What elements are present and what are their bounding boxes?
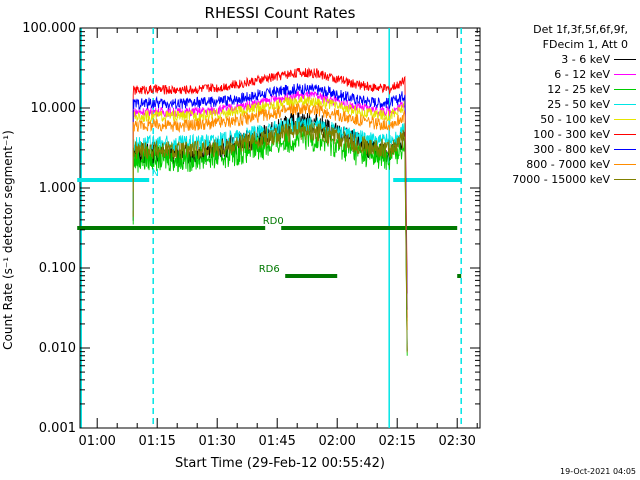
legend-swatch <box>614 89 636 90</box>
legend-swatch <box>614 104 636 105</box>
legend-header-line-1: Det 1f,3f,5f,6f,9f, <box>533 23 628 36</box>
legend-swatch <box>614 179 636 180</box>
x-tick-label: 01:15 <box>138 434 175 449</box>
legend-swatch <box>614 59 636 60</box>
legend-swatch <box>614 74 636 75</box>
x-tick-label: 02:15 <box>378 434 415 449</box>
x-tick-label: 01:00 <box>78 434 115 449</box>
series-line-2 <box>132 90 408 318</box>
legend-swatch <box>614 134 636 135</box>
series-group <box>132 67 408 356</box>
legend-entry: 12 - 25 keV <box>488 82 636 97</box>
y-axis: 100.000 10.000 1.000 0.100 0.010 0.001 <box>22 21 480 436</box>
legend-label: 800 - 7000 keV <box>526 158 610 171</box>
interval-label: N <box>151 168 158 179</box>
y-tick-label: 1.000 <box>39 181 76 196</box>
legend-label: 3 - 6 keV <box>561 53 610 66</box>
legend-swatch <box>614 119 636 120</box>
series-line-6 <box>132 67 408 294</box>
x-tick-label: 02:30 <box>438 434 475 449</box>
y-tick-label: 100.000 <box>22 21 76 36</box>
legend-swatch <box>614 164 636 165</box>
legend-entry: 300 - 800 keV <box>488 142 636 157</box>
y-tick-label: 10.000 <box>31 101 77 116</box>
legend-entry: 800 - 7000 keV <box>488 157 636 172</box>
legend-label: 6 - 12 keV <box>554 68 610 81</box>
y-tick-label: 0.010 <box>39 341 76 356</box>
legend-label: 7000 - 15000 keV <box>512 173 610 186</box>
series-line-8 <box>132 102 408 331</box>
legend-label: 50 - 100 keV <box>540 113 610 126</box>
chart-title: RHESSI Count Rates <box>205 4 356 22</box>
x-tick-label: 01:45 <box>258 434 295 449</box>
legend-entry: 25 - 50 keV <box>488 97 636 112</box>
legend-label: 12 - 25 keV <box>547 83 610 96</box>
legend-label: 25 - 50 keV <box>547 98 610 111</box>
legend-entry: 7000 - 15000 keV <box>488 172 636 187</box>
legend-entry: 6 - 12 keV <box>488 67 636 82</box>
legend-entry: 50 - 100 keV <box>488 112 636 127</box>
interval-bars: N RD0 RD6 <box>77 168 462 278</box>
series-line-3 <box>132 124 408 356</box>
y-axis-label: Count Rate (s⁻¹ detector segment⁻¹) <box>1 130 15 350</box>
legend-header-line-2: FDecim 1, Att 0 <box>542 38 628 51</box>
legend-entry: 100 - 300 keV <box>488 127 636 142</box>
series-line-9 <box>132 120 408 353</box>
legend-label: 100 - 300 keV <box>533 128 610 141</box>
legend-label: 300 - 800 keV <box>533 143 610 156</box>
series-line-7 <box>132 82 408 310</box>
x-axis: 01:00 01:15 01:30 01:45 02:00 02:15 02:30 <box>78 28 478 449</box>
timestamp: 19-Oct-2021 04:05 <box>560 467 636 476</box>
legend-swatch <box>614 149 636 150</box>
x-tick-label: 02:00 <box>318 434 355 449</box>
legend-entry: 3 - 6 keV <box>488 52 636 67</box>
y-tick-label: 0.001 <box>39 421 76 436</box>
legend: Det 1f,3f,5f,6f,9f, FDecim 1, Att 0 3 - … <box>488 22 636 187</box>
x-tick-label: 01:30 <box>198 434 235 449</box>
interval-label: RD6 <box>259 264 280 275</box>
x-axis-label: Start Time (29-Feb-12 00:55:42) <box>175 456 385 471</box>
y-tick-label: 0.100 <box>39 261 76 276</box>
interval-label: RD0 <box>263 216 284 227</box>
